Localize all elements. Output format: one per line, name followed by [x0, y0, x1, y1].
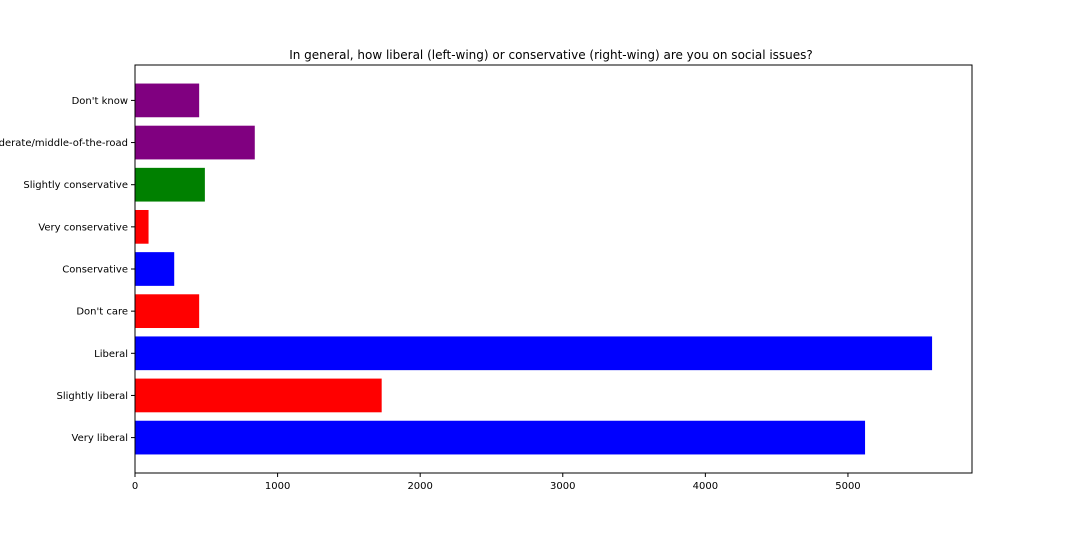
chart-title: In general, how liberal (left-wing) or c… [289, 48, 813, 62]
bar [135, 209, 149, 244]
bar [135, 378, 382, 413]
bar [135, 420, 866, 455]
bar [135, 252, 175, 286]
y-axis-ticks: Very liberal Slightly liberal Liberal Don't… [0, 96, 135, 444]
bar [135, 125, 255, 160]
y-tick-label: Slightly liberal [57, 391, 128, 402]
x-tick-label: 4000 [693, 481, 718, 492]
y-tick-label: Don't care [76, 307, 128, 318]
bar [135, 83, 200, 118]
x-tick-label: 2000 [407, 481, 432, 492]
y-tick-label: Liberal [94, 349, 128, 360]
x-tick-label: 1000 [265, 481, 290, 492]
x-tick-label: 5000 [835, 481, 860, 492]
y-tick-label: Very conservative [38, 222, 128, 233]
y-tick-label: Very liberal [72, 433, 129, 444]
bar [135, 294, 200, 329]
x-axis-ticks: 0 1000 2000 3000 4000 5000 [132, 473, 861, 492]
y-tick-label: Don't know [72, 96, 128, 107]
plot-frame [134, 64, 973, 474]
bar [135, 336, 933, 371]
x-tick-label: 0 [132, 481, 138, 492]
bar [135, 167, 205, 202]
y-tick-label: Conservative [62, 265, 128, 276]
x-tick-label: 3000 [550, 481, 575, 492]
y-tick-label: Slightly conservative [23, 180, 128, 191]
y-tick-label: Moderate/middle-of-the-road [0, 138, 128, 149]
bars-group [135, 83, 933, 455]
